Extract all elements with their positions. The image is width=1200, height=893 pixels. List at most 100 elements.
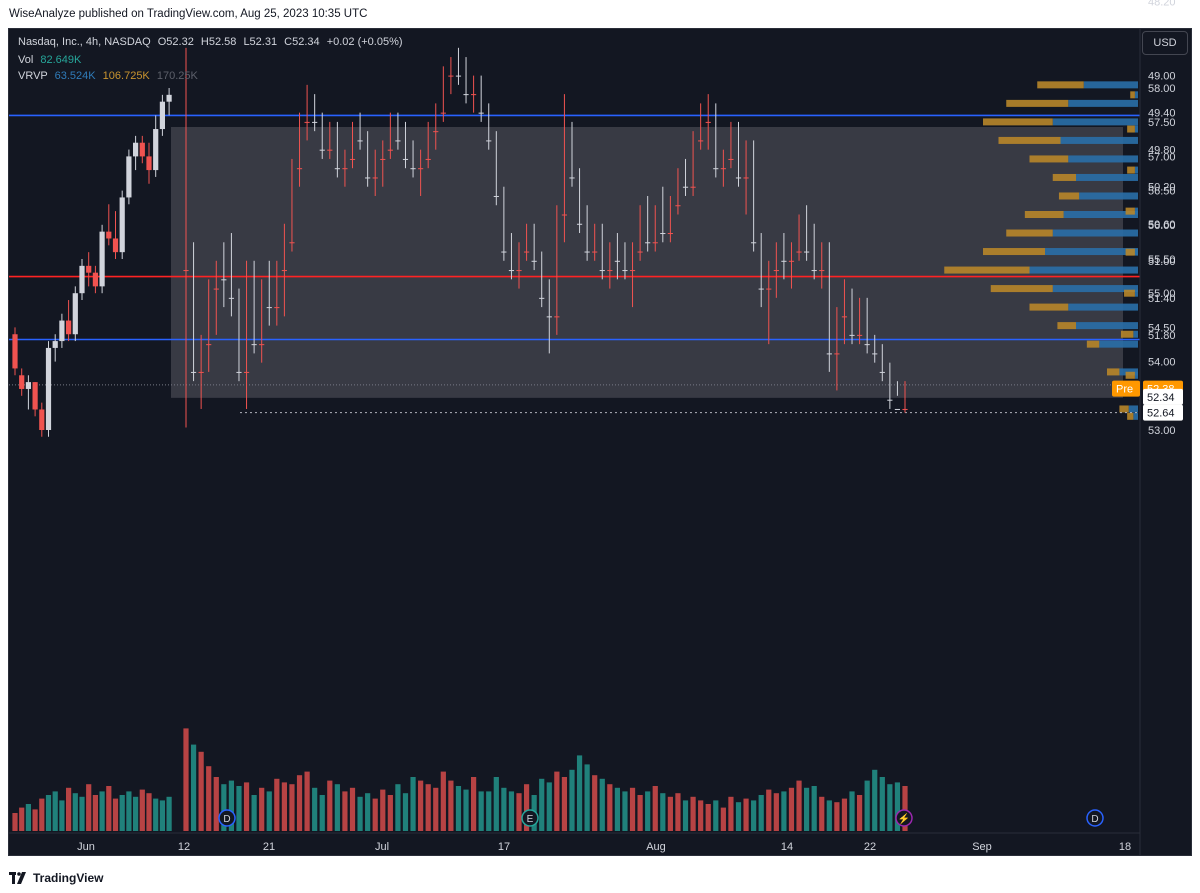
candle (804, 205, 810, 261)
time-tick-label: Aug (646, 841, 666, 853)
candle-body (133, 142, 139, 157)
volume-bar (751, 800, 757, 831)
volume-bar (463, 789, 469, 831)
candle (819, 242, 825, 289)
candle (259, 279, 265, 363)
vp-up-bar (1079, 192, 1138, 200)
volume-bar (705, 804, 711, 831)
volume-bar (826, 800, 832, 831)
volume-bar (425, 784, 431, 831)
candle-body (872, 353, 878, 355)
event-marker-circle (218, 809, 236, 827)
candle-body (312, 121, 318, 123)
candle-body (523, 251, 530, 253)
candle (402, 121, 409, 169)
candlesticks (12, 47, 908, 437)
price-tick-label: 50.20 (1148, 182, 1176, 194)
candle-body (455, 75, 462, 77)
candle-body (819, 270, 825, 272)
candle (894, 381, 901, 410)
event-marker-label: E (527, 814, 534, 825)
price-tick-label: 49.00 (1148, 71, 1176, 83)
candle-body (251, 344, 257, 346)
candle (486, 103, 492, 150)
candle-body (486, 140, 492, 142)
candle-body (508, 270, 515, 272)
volume-bar (811, 786, 817, 831)
volume-bar (743, 798, 749, 831)
volume-bar (720, 807, 726, 831)
tradingview-logo-icon (9, 872, 26, 884)
vp-up-bar (1076, 322, 1138, 330)
vp-up-bar (1099, 340, 1138, 348)
candle-body (45, 347, 52, 430)
candle (645, 195, 651, 252)
volume-bar (221, 784, 227, 831)
volume-bar (834, 802, 840, 831)
volume-bar (523, 784, 530, 831)
candle (92, 265, 98, 294)
price-tag-last-text: 52.34 (1147, 392, 1175, 404)
event-marker: D (218, 809, 236, 827)
vp-up-bar (1133, 412, 1138, 420)
candle-body (788, 260, 795, 262)
candle-body (236, 371, 242, 373)
candle (455, 47, 462, 85)
candle-body (402, 158, 409, 160)
publication-header: WiseAnalyze published on TradingView.com… (0, 0, 1200, 28)
candle (79, 259, 85, 301)
candle (45, 341, 52, 437)
candle-body (539, 297, 545, 299)
vp-down-bar (1052, 173, 1076, 181)
candle-body (735, 177, 742, 179)
currency-button[interactable]: USD (1142, 31, 1188, 55)
candle (554, 205, 560, 335)
tradingview-brand-text: TradingView (33, 871, 104, 885)
candle (357, 112, 363, 150)
volume-bar (546, 782, 552, 831)
candle-body (720, 168, 726, 170)
volume-bar (599, 778, 605, 831)
candle (296, 112, 303, 187)
candle-body (440, 112, 446, 114)
vp-down-bar (1057, 322, 1076, 330)
candle (781, 233, 787, 280)
volume-bar (213, 777, 219, 831)
price-tick-label: 49.40 (1148, 108, 1176, 120)
candle (539, 251, 545, 308)
volume-bar (539, 778, 545, 831)
candle (319, 112, 325, 159)
time-tick-label: 17 (498, 841, 510, 853)
vp-up-bar (1076, 173, 1138, 181)
candle-body (19, 375, 25, 389)
volume-bar (516, 793, 522, 831)
vp-down-bar (1125, 207, 1135, 215)
candle-body (433, 131, 439, 133)
candle-body (728, 158, 734, 160)
candle-body (682, 186, 689, 188)
vp-down-bar (1006, 229, 1053, 237)
volume-bar (735, 802, 742, 831)
volume-bar (119, 795, 125, 831)
volume-bar (592, 775, 598, 831)
volume-bar (289, 784, 295, 831)
candle-body (213, 288, 219, 290)
candle (153, 115, 159, 177)
candle-body (849, 334, 855, 336)
candle-body (25, 382, 31, 389)
vp-down-bar (1127, 412, 1134, 420)
volume-bar (59, 800, 65, 831)
candle-body (804, 251, 810, 253)
pre-label-text: Pre (1116, 384, 1133, 396)
volume-bar (106, 786, 112, 831)
volume-bar (251, 795, 257, 831)
candle (531, 223, 537, 271)
volume-bar (319, 795, 325, 831)
candle (622, 242, 628, 280)
candle (879, 344, 885, 382)
price-tick-label: 54.00 (1148, 357, 1176, 369)
time-tick-label: Jul (375, 841, 389, 853)
price-tick-label: 48.20 (1148, 0, 1176, 9)
volume-bar (266, 791, 272, 831)
